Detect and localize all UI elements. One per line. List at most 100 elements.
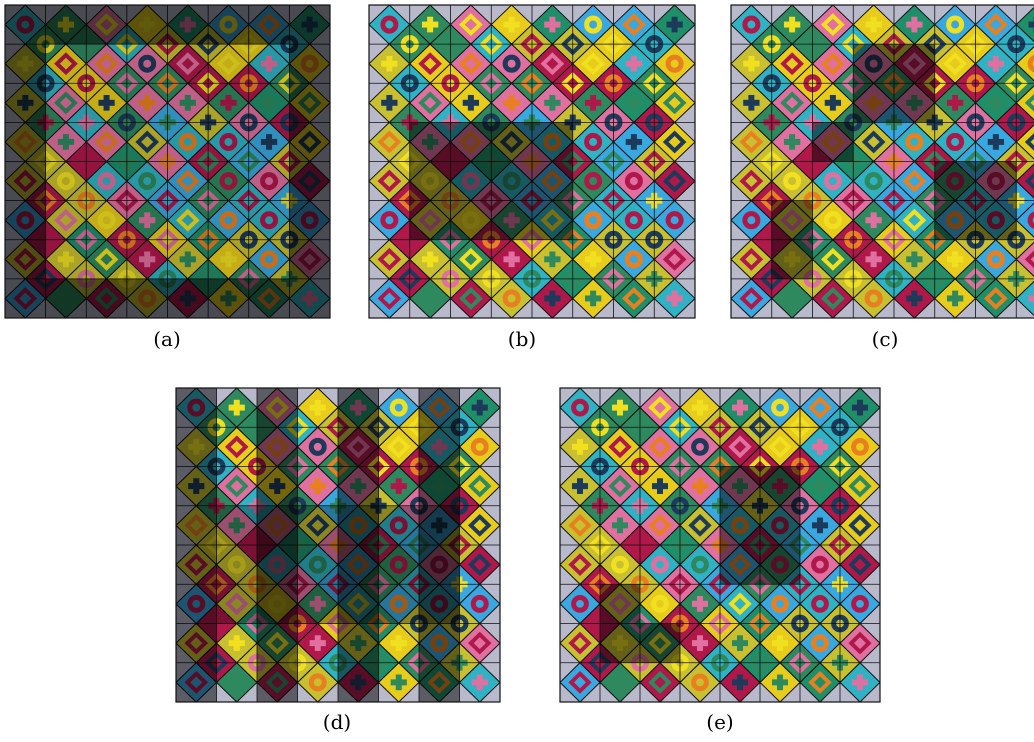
tile-symbol bbox=[581, 52, 605, 76]
tile-symbol bbox=[395, 674, 402, 691]
tile-symbol bbox=[233, 517, 240, 534]
tile-symbol bbox=[308, 673, 327, 692]
tile-symbol bbox=[470, 594, 489, 613]
tile-symbol bbox=[308, 555, 327, 574]
tile-symbol bbox=[624, 250, 643, 269]
tile-symbol bbox=[864, 172, 883, 191]
panel-border bbox=[4, 4, 331, 319]
tile-symbol bbox=[622, 287, 646, 310]
tile-symbol bbox=[1028, 295, 1034, 302]
tile-symbol bbox=[260, 172, 279, 191]
shade bbox=[409, 122, 573, 240]
tile-symbol bbox=[943, 52, 967, 76]
tile-symbol bbox=[467, 553, 492, 577]
tile-symbol bbox=[789, 134, 796, 150]
tile-symbol bbox=[389, 594, 408, 613]
tile-symbol bbox=[662, 169, 687, 193]
tile-symbol bbox=[992, 94, 999, 111]
tile-symbol bbox=[584, 172, 603, 191]
tile-symbol bbox=[584, 211, 603, 230]
shade bbox=[257, 388, 298, 702]
tile-symbol bbox=[314, 635, 321, 651]
shade bbox=[600, 584, 640, 663]
tile-symbol bbox=[389, 398, 408, 417]
tile-symbol bbox=[103, 94, 110, 111]
tile-symbol bbox=[911, 251, 918, 268]
tile-symbol bbox=[817, 439, 823, 455]
tile-symbol bbox=[459, 287, 483, 310]
shade bbox=[419, 388, 460, 702]
tile-symbol bbox=[62, 251, 69, 268]
tile-symbol bbox=[986, 250, 1005, 269]
tile-symbol bbox=[789, 16, 796, 33]
tile-symbol bbox=[225, 94, 232, 111]
tile-symbol bbox=[568, 553, 592, 577]
tile-symbol bbox=[144, 94, 151, 111]
puzzle-panel bbox=[559, 387, 881, 703]
tile-symbol bbox=[783, 172, 802, 191]
tile-symbol bbox=[389, 516, 408, 535]
tile-symbol bbox=[630, 94, 637, 111]
tile-symbol bbox=[780, 52, 804, 76]
tile-symbol bbox=[748, 94, 755, 111]
tile-symbol bbox=[651, 555, 669, 574]
tile-symbol bbox=[821, 13, 845, 36]
shade bbox=[640, 623, 680, 663]
tile-symbol bbox=[662, 247, 687, 271]
tile-symbol bbox=[459, 13, 483, 36]
tile-symbol bbox=[611, 555, 629, 574]
tile-symbol bbox=[902, 169, 927, 193]
tile-symbol bbox=[864, 289, 883, 308]
panel-border bbox=[368, 4, 696, 319]
tile-symbol bbox=[219, 132, 238, 151]
caption: (b) bbox=[508, 327, 536, 351]
tile-symbol bbox=[665, 211, 684, 230]
tile-symbol bbox=[266, 55, 273, 72]
tile-symbol bbox=[624, 211, 643, 230]
tile-symbol bbox=[739, 130, 764, 154]
puzzle-panel bbox=[4, 4, 331, 319]
tile-symbol bbox=[508, 251, 515, 268]
puzzle-panel bbox=[175, 387, 501, 703]
tile-symbol bbox=[144, 212, 151, 229]
tile-symbol bbox=[780, 91, 804, 115]
tile-symbol bbox=[697, 478, 703, 494]
tile-symbol bbox=[571, 398, 589, 417]
tile-symbol bbox=[737, 635, 743, 651]
tile-symbol bbox=[622, 13, 646, 36]
tile-symbol bbox=[630, 55, 637, 72]
tile-symbol bbox=[771, 398, 789, 417]
shade bbox=[5, 44, 46, 279]
tile-symbol bbox=[829, 94, 836, 111]
tile-symbol bbox=[870, 16, 877, 33]
tile-symbol bbox=[952, 94, 959, 111]
tile-symbol bbox=[467, 631, 492, 655]
tile-symbol bbox=[377, 247, 402, 271]
tile-symbol bbox=[739, 169, 764, 193]
tile-symbol bbox=[662, 91, 687, 115]
tile-symbol bbox=[549, 16, 556, 33]
tile-symbol bbox=[737, 674, 743, 691]
tile-symbol bbox=[386, 435, 411, 459]
tile-symbol bbox=[688, 513, 712, 537]
tile-symbol bbox=[624, 172, 643, 191]
tile-symbol bbox=[584, 15, 603, 34]
tile-symbol bbox=[737, 399, 743, 416]
tile-symbol bbox=[260, 211, 279, 230]
tile-symbol bbox=[851, 594, 869, 613]
tile-symbol bbox=[984, 13, 1008, 36]
tile-symbol bbox=[617, 399, 623, 416]
puzzle-panel bbox=[368, 4, 696, 319]
tile-symbol bbox=[94, 247, 119, 271]
tile-symbol bbox=[811, 634, 829, 653]
tile-symbol bbox=[697, 596, 703, 612]
tile-symbol bbox=[54, 52, 78, 76]
tile-symbol bbox=[421, 289, 440, 308]
tile-symbol bbox=[380, 211, 399, 230]
tile-symbol bbox=[648, 670, 672, 694]
tile-symbol bbox=[1027, 211, 1034, 229]
tile-symbol bbox=[857, 674, 863, 691]
caption: (a) bbox=[153, 327, 181, 351]
tile-symbol bbox=[648, 435, 672, 459]
